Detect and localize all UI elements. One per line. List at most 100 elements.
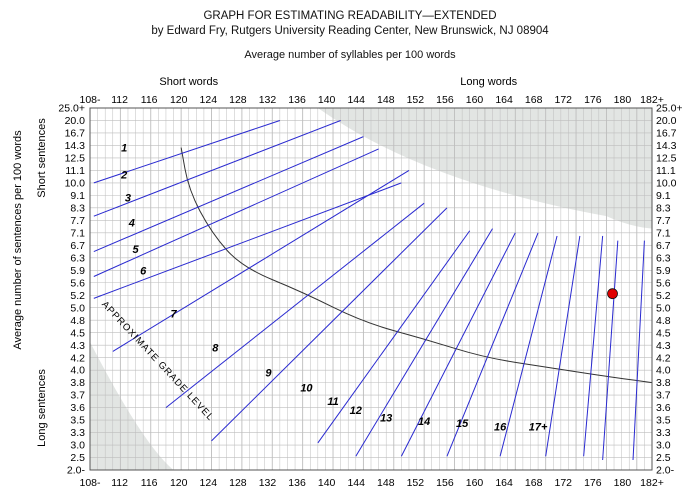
x-tick-label-bottom: 156 — [436, 477, 454, 489]
y-tick-label-right: 2.0- — [656, 465, 675, 477]
y-tick-label-right: 5.9 — [656, 265, 671, 277]
y-tick-label-left: 7.7 — [70, 215, 85, 227]
data-point — [607, 288, 618, 300]
y-tick-label-right: 2.5 — [656, 452, 671, 464]
y-tick-label-left: 2.5 — [70, 452, 85, 464]
y-tick-label-right: 3.7 — [656, 390, 671, 402]
y-tick-label-left: 14.3 — [65, 140, 86, 152]
grade-label-17plus: 17+ — [529, 422, 548, 434]
y-tick-label-left: 10.0 — [65, 177, 86, 189]
x-tick-label-top: 164 — [495, 94, 513, 106]
x-tick-label-top: 120 — [170, 94, 188, 106]
y-tick-label-right: 4.0 — [656, 365, 671, 377]
y-tick-label-right: 9.1 — [656, 190, 671, 202]
y-tick-label-left: 4.3 — [70, 340, 85, 352]
x-tick-label-bottom: 164 — [495, 477, 513, 489]
y-tick-label-left: 3.0 — [70, 440, 85, 452]
grade-label-7: 7 — [170, 309, 177, 321]
y-tick-label-right: 5.2 — [656, 290, 671, 302]
x-tick-label-top: 160 — [466, 94, 484, 106]
y-tick-label-right: 6.3 — [656, 252, 671, 264]
x-tick-label-top: 176 — [584, 94, 602, 106]
chart-subtitle: by Edward Fry, Rutgers University Readin… — [151, 25, 549, 37]
y-tick-label-left: 12.5 — [65, 153, 86, 165]
x-tick-label-bottom: 132 — [259, 477, 277, 489]
grade-line-12 — [446, 232, 539, 457]
y-tick-label-left: 5.2 — [70, 290, 85, 302]
x-tick-label-top: 124 — [200, 94, 218, 106]
grade-label-16: 16 — [494, 422, 507, 434]
x-tick-label-bottom: 108- — [79, 477, 101, 489]
y-tick-label-right: 3.0 — [656, 440, 671, 452]
grade-line-15 — [583, 235, 604, 457]
y-tick-label-left: 8.3 — [70, 202, 85, 214]
grade-label-5: 5 — [133, 244, 140, 256]
y-tick-label-right: 4.5 — [656, 327, 671, 339]
grade-label-10: 10 — [300, 382, 313, 394]
long-words-label: Long words — [460, 76, 517, 88]
grade-label-13: 13 — [380, 412, 392, 424]
y-tick-label-right: 4.2 — [656, 352, 671, 364]
x-tick-label-top: 112 — [111, 94, 128, 106]
y-tick-label-left: 5.9 — [70, 265, 85, 277]
y-tick-label-left: 3.7 — [70, 390, 85, 402]
x-tick-label-top: 136 — [288, 94, 306, 106]
x-tick-label-top: 132 — [259, 94, 277, 106]
x-tick-label-bottom: 168 — [525, 477, 543, 489]
y-tick-label-left: 7.1 — [70, 227, 85, 239]
x-tick-label-bottom: 124 — [200, 477, 218, 489]
y-tick-label-right: 20.0 — [656, 115, 677, 127]
grade-label-1: 1 — [121, 143, 127, 155]
y-axis-title: Average number of sentences per 100 word… — [12, 130, 24, 350]
y-tick-label-left: 16.7 — [65, 128, 86, 140]
x-tick-label-bottom: 112 — [111, 477, 128, 489]
y-tick-label-left: 25.0+ — [58, 103, 85, 115]
grade-line-17plus — [632, 240, 645, 461]
grade-label-9: 9 — [265, 367, 272, 379]
y-tick-label-left: 6.7 — [70, 240, 85, 252]
short-sentences-label: Short sentences — [36, 118, 48, 198]
x-tick-label-bottom: 140 — [318, 477, 336, 489]
x-axis-title: Average number of syllables per 100 word… — [244, 49, 456, 61]
x-tick-label-bottom: 116 — [141, 477, 158, 489]
shaded-region-lower — [90, 342, 174, 470]
x-tick-label-bottom: 152 — [407, 477, 425, 489]
y-tick-label-right: 16.7 — [656, 128, 677, 140]
grade-boundary-curve — [180, 147, 652, 384]
y-tick-label-right: 3.8 — [656, 377, 671, 389]
y-tick-label-right: 11.1 — [656, 165, 676, 177]
y-tick-label-right: 25.0+ — [656, 103, 683, 115]
x-tick-label-bottom: 182+ — [640, 477, 664, 489]
y-tick-label-right: 5.0 — [656, 302, 671, 314]
y-tick-label-left: 9.1 — [70, 190, 85, 202]
y-tick-label-left: 3.5 — [70, 415, 85, 427]
y-tick-label-right: 12.5 — [656, 153, 677, 165]
y-tick-label-left: 5.6 — [70, 277, 85, 289]
grade-line-13 — [499, 235, 558, 457]
grade-line-8 — [211, 207, 448, 442]
grade-line-16 — [602, 240, 619, 461]
grade-label-14: 14 — [418, 416, 430, 428]
y-tick-label-left: 3.3 — [70, 427, 85, 439]
x-tick-label-top: 140 — [318, 94, 336, 106]
y-tick-label-right: 8.3 — [656, 202, 671, 214]
y-tick-label-left: 4.2 — [70, 352, 85, 364]
x-tick-label-bottom: 148 — [377, 477, 395, 489]
grade-line-5 — [93, 182, 402, 299]
x-tick-label-top: 148 — [377, 94, 395, 106]
x-tick-label-top: 108- — [79, 94, 101, 106]
y-tick-label-right: 10.0 — [656, 177, 677, 189]
x-tick-label-bottom: 180 — [614, 477, 632, 489]
y-tick-label-left: 3.8 — [70, 377, 85, 389]
grade-label-12: 12 — [350, 405, 362, 417]
y-tick-label-right: 3.6 — [656, 402, 671, 414]
x-tick-label-top: 156 — [436, 94, 454, 106]
plot-frame — [89, 107, 653, 471]
y-tick-label-left: 5.0 — [70, 302, 85, 314]
grade-line-4 — [93, 148, 379, 277]
grade-label-4: 4 — [128, 218, 135, 230]
y-tick-label-right: 7.1 — [656, 227, 671, 239]
grade-line-10 — [355, 228, 493, 457]
y-tick-label-right: 14.3 — [656, 140, 677, 152]
